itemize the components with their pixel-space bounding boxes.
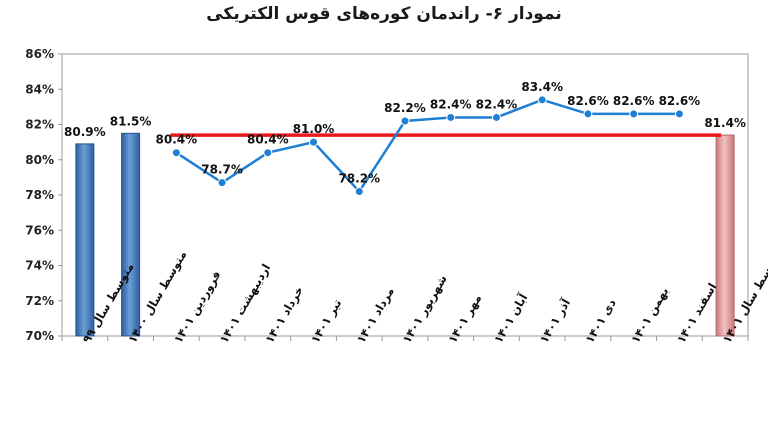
y-tick-label: 86% xyxy=(25,47,54,61)
series-point xyxy=(263,148,273,158)
series-point xyxy=(171,148,181,158)
y-tick-label: 74% xyxy=(25,259,54,273)
series-point xyxy=(446,112,456,122)
bar xyxy=(121,132,141,337)
bar xyxy=(75,143,95,337)
point-data-label: 80.4% xyxy=(247,133,289,147)
point-data-label: 82.4% xyxy=(476,97,518,111)
bar-data-label: 80.9% xyxy=(64,125,106,139)
x-tick-label: آذر ۱۴۰۱ xyxy=(537,296,574,346)
series-point xyxy=(674,109,684,119)
series-point xyxy=(400,116,410,126)
y-axis-ticks: 70% 72% 74% 76% 78% 80% 82% 84% 86% xyxy=(25,47,62,343)
series-point xyxy=(309,137,319,147)
x-tick-label: مهر ۱۴۰۱ xyxy=(445,292,484,346)
y-tick-label: 70% xyxy=(25,329,54,343)
series-line xyxy=(175,98,680,194)
point-data-label: 78.7% xyxy=(201,163,243,177)
y-tick-label: 76% xyxy=(25,223,54,237)
chart-title: نمودار ۶- راندمان کوره‌های قوس الکتریکی xyxy=(206,4,562,24)
point-data-label: 82.2% xyxy=(384,101,426,115)
x-tick-label: شهریور ۱۴۰۱ xyxy=(399,272,450,346)
series-point xyxy=(537,95,547,105)
series-point xyxy=(491,112,501,122)
point-data-label: 80.4% xyxy=(156,133,198,147)
y-tick-label: 84% xyxy=(25,82,54,96)
point-data-label: 82.4% xyxy=(430,97,472,111)
series-point xyxy=(583,109,593,119)
y-tick-label: 78% xyxy=(25,188,54,202)
bar xyxy=(715,134,735,337)
line-series xyxy=(171,95,684,196)
point-data-label: 78.2% xyxy=(338,171,380,185)
x-tick-label: دی ۱۴۰۱ xyxy=(582,296,618,345)
series-point xyxy=(629,109,639,119)
point-data-label: 82.6% xyxy=(613,94,655,108)
bar-data-label: 81.4% xyxy=(704,116,746,130)
x-tick-label: آبان ۱۴۰۱ xyxy=(491,290,531,345)
point-data-label: 83.4% xyxy=(521,80,563,94)
series-point xyxy=(354,186,364,196)
y-tick-label: 80% xyxy=(25,153,54,167)
point-data-label: 82.6% xyxy=(567,94,609,108)
data-labels: 80.9% 81.5% 81.4% 80.4% 78.7% 80.4% 81.0% 78.2%… xyxy=(64,80,746,186)
bars xyxy=(75,132,735,337)
series-point xyxy=(217,178,227,188)
point-data-label: 81.0% xyxy=(293,122,335,136)
y-tick-label: 82% xyxy=(25,118,54,132)
x-tick-label: تیر ۱۴۰۱ xyxy=(308,297,344,346)
bar-data-label: 81.5% xyxy=(110,114,152,128)
x-tick-label: فروردین ۱۴۰۱ xyxy=(171,268,225,346)
point-data-label: 82.6% xyxy=(659,94,701,108)
y-tick-label: 72% xyxy=(25,294,54,308)
